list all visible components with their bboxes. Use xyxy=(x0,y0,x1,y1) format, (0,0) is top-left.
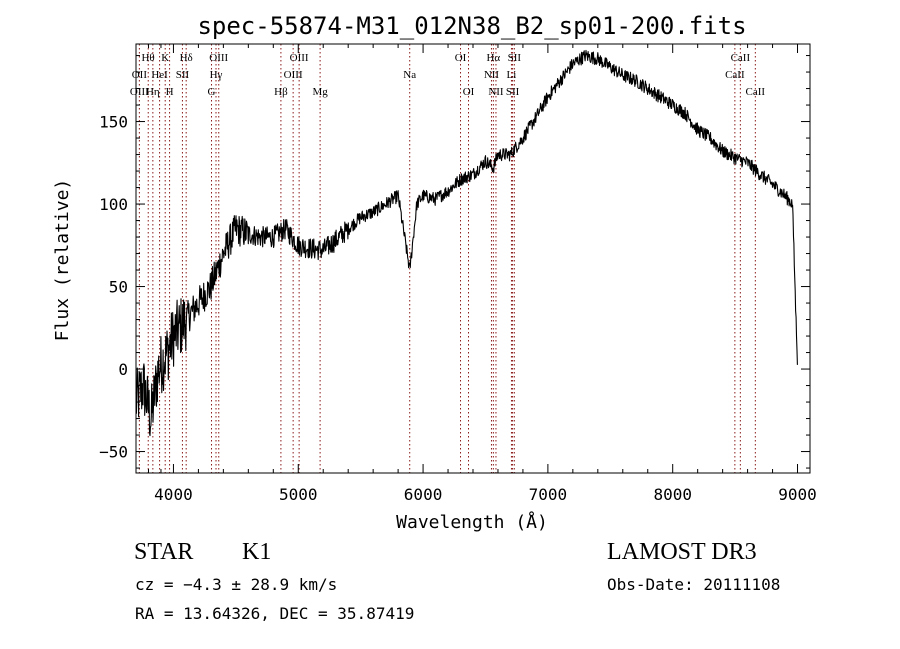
redshift-cz: cz = −4.3 ± 28.9 km/s xyxy=(135,575,338,594)
x-tick-label: 5000 xyxy=(279,485,318,504)
line-label: OI xyxy=(463,86,475,98)
line-label: Hδ xyxy=(180,52,193,64)
line-label: OI xyxy=(455,52,467,64)
x-tick-label: 7000 xyxy=(529,485,568,504)
line-label: Hη xyxy=(146,86,160,98)
line-label: SII xyxy=(506,86,520,98)
y-tick-label: 0 xyxy=(118,360,128,379)
x-axis-ticks: 4000 5000 6000 7000 8000 9000 xyxy=(147,44,817,504)
emission-line-labels: Hθ K Hδ OIII OIII OI Hα SII CaII OII HeI SII Hγ OIII N… xyxy=(130,52,766,98)
y-axis-ticks: −50 0 50 100 150 xyxy=(99,55,810,469)
x-axis-label: Wavelength (Å) xyxy=(396,511,548,533)
line-label: H xyxy=(166,86,174,98)
line-label: Hθ xyxy=(141,52,154,64)
line-label: OII xyxy=(132,69,148,81)
x-tick-label: 8000 xyxy=(653,485,692,504)
obs-date: Obs-Date: 20111108 xyxy=(607,575,781,594)
ra-dec: RA = 13.64326, DEC = 35.87419 xyxy=(135,604,415,623)
line-label: OIII xyxy=(284,69,303,81)
line-label: CaII xyxy=(746,86,766,98)
line-label: SII xyxy=(508,52,522,64)
spectrum-line xyxy=(135,49,798,437)
line-label: SII xyxy=(176,69,190,81)
y-tick-label: 50 xyxy=(109,278,128,297)
line-label: OIII xyxy=(130,86,149,98)
y-tick-label: 100 xyxy=(99,195,128,214)
x-tick-label: 6000 xyxy=(404,485,443,504)
line-label: Mg xyxy=(312,86,328,98)
line-label: OIII xyxy=(209,52,228,64)
line-label: NII xyxy=(488,86,504,98)
emission-line-markers xyxy=(138,44,756,473)
line-label: CaII xyxy=(725,69,745,81)
line-label: OIII xyxy=(290,52,309,64)
y-tick-label: 150 xyxy=(99,113,128,132)
x-tick-label: 9000 xyxy=(778,485,817,504)
y-tick-label: −50 xyxy=(99,443,128,462)
line-label: CaII xyxy=(731,52,751,64)
x-tick-label: 4000 xyxy=(154,485,193,504)
line-label: Na xyxy=(403,69,416,81)
object-subclass: K1 xyxy=(242,539,272,565)
line-label: Hα xyxy=(486,52,500,64)
line-label: NII xyxy=(484,69,500,81)
survey-name: LAMOST DR3 xyxy=(607,539,757,565)
y-axis-label: Flux (relative) xyxy=(52,179,73,342)
object-class: STAR xyxy=(134,539,194,565)
line-label: HeI xyxy=(151,69,168,81)
line-label: Hγ xyxy=(210,69,223,81)
line-label: K xyxy=(161,52,169,64)
chart-title: spec-55874-M31_012N38_B2_sp01-200.fits xyxy=(197,12,746,40)
line-label: Hβ xyxy=(274,86,288,98)
plot-frame xyxy=(135,43,811,474)
line-label: G xyxy=(208,86,216,98)
line-label: Li xyxy=(507,69,517,81)
